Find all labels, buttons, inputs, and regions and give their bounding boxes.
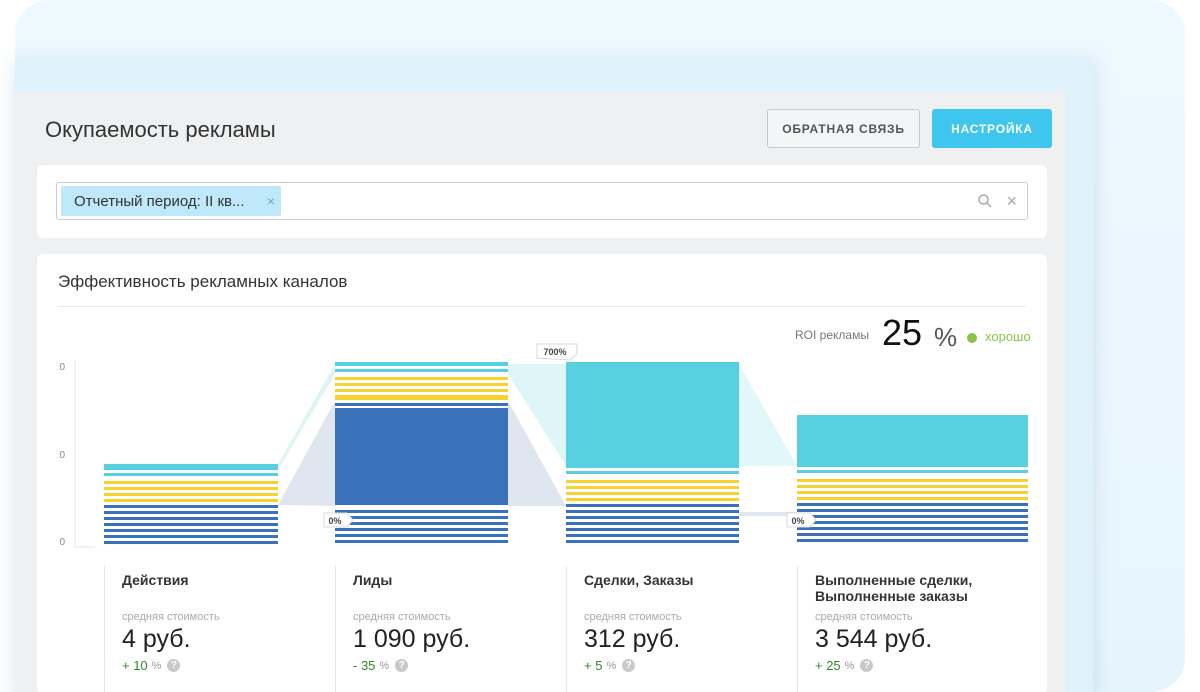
delta-unit: % bbox=[151, 659, 162, 672]
filter-panel: Отчетный период: II кв... × × bbox=[37, 165, 1047, 238]
metric-actions: Действия средняя стоимость 4 руб. + 10 %… bbox=[104, 566, 319, 692]
metric-subtitle: средняя стоимость bbox=[815, 611, 913, 623]
connector bbox=[508, 364, 566, 466]
chip-remove-icon[interactable]: × bbox=[266, 193, 275, 209]
roi-status-dot bbox=[967, 333, 977, 343]
app-window: Окупаемость рекламы ОБРАТНАЯ СВЯЗЬ НАСТР… bbox=[15, 92, 1065, 692]
bar-actions bbox=[104, 464, 278, 544]
connector bbox=[739, 512, 797, 516]
delta-value: + 10 bbox=[122, 658, 148, 673]
conversion-tag: 0% bbox=[323, 512, 354, 528]
metric-delta: + 5 % ? bbox=[584, 658, 781, 673]
bar-deals bbox=[566, 362, 739, 543]
delta-value: + 25 bbox=[815, 658, 841, 673]
delta-value: + 5 bbox=[584, 658, 603, 673]
help-icon[interactable]: ? bbox=[395, 659, 409, 672]
roi-unit: % bbox=[934, 322, 958, 352]
period-filter-chip-label: Отчетный период: II кв... bbox=[74, 192, 245, 210]
conversion-label: 700% bbox=[543, 347, 566, 357]
metric-subtitle: средняя стоимость bbox=[584, 611, 682, 623]
metric-value: 1 090 руб. bbox=[353, 625, 471, 653]
chart-title: Эффективность рекламных каналов bbox=[58, 272, 348, 291]
delta-unit: % bbox=[606, 659, 617, 672]
metric-name: Сделки, Заказы bbox=[584, 572, 694, 588]
metric-delta: + 25 % ? bbox=[815, 658, 1012, 673]
divider bbox=[58, 306, 1026, 307]
metric-delta: + 10 % ? bbox=[122, 658, 319, 673]
roi-value: 25 bbox=[882, 312, 923, 353]
channel-efficiency-panel: Эффективность рекламных каналов ROI рекл… bbox=[37, 254, 1047, 692]
metric-delta: - 35 % ? bbox=[353, 658, 550, 673]
help-icon[interactable]: ? bbox=[167, 659, 181, 672]
connector bbox=[508, 401, 566, 506]
connector bbox=[278, 364, 335, 470]
delta-unit: % bbox=[844, 659, 855, 672]
metric-value: 3 544 руб. bbox=[815, 625, 933, 653]
help-icon[interactable]: ? bbox=[622, 659, 636, 672]
y-tick-label: 0 bbox=[59, 537, 65, 548]
delta-unit: % bbox=[379, 659, 390, 672]
delta-value: - 35 bbox=[353, 658, 376, 673]
feedback-button[interactable]: ОБРАТНАЯ СВЯЗЬ bbox=[767, 109, 920, 148]
period-filter-chip[interactable]: Отчетный период: II кв... × bbox=[61, 186, 281, 216]
page-title: Окупаемость рекламы bbox=[45, 117, 276, 142]
metric-name: Выполненные сделки, Выполненные заказы bbox=[815, 572, 973, 604]
connector bbox=[739, 364, 797, 466]
conversion-tag: 0% bbox=[786, 512, 817, 528]
filter-input[interactable]: Отчетный период: II кв... × × bbox=[56, 182, 1028, 220]
roi-status: хорошо bbox=[985, 329, 1031, 344]
metric-subtitle: средняя стоимость bbox=[353, 611, 451, 623]
roi-label: ROI рекламы bbox=[795, 328, 869, 342]
metric-completed-deals: Выполненные сделки, Выполненные заказы с… bbox=[797, 566, 1012, 692]
metric-name: Лиды bbox=[353, 572, 393, 588]
metric-value: 4 руб. bbox=[122, 625, 191, 653]
bar-completed-deals bbox=[797, 415, 1028, 542]
metric-name: Действия bbox=[122, 572, 189, 588]
conversion-label: 0% bbox=[791, 516, 804, 526]
funnel-chart: 0 0 0 bbox=[59, 343, 1028, 548]
settings-button[interactable]: НАСТРОЙКА bbox=[932, 109, 1052, 148]
conversion-label: 0% bbox=[328, 516, 341, 526]
bar-leads bbox=[335, 362, 508, 543]
metric-subtitle: средняя стоимость bbox=[122, 611, 220, 623]
search-icon[interactable] bbox=[977, 193, 993, 209]
help-icon[interactable]: ? bbox=[860, 659, 874, 672]
y-tick-label: 0 bbox=[59, 362, 65, 373]
conversion-tag: 700% bbox=[536, 343, 578, 361]
metric-leads: Лиды средняя стоимость 1 090 руб. - 35 %… bbox=[335, 566, 550, 692]
connector bbox=[278, 401, 335, 506]
metric-value: 312 руб. bbox=[584, 625, 681, 653]
y-tick-label: 0 bbox=[59, 450, 65, 461]
metric-deals: Сделки, Заказы средняя стоимость 312 руб… bbox=[566, 566, 781, 692]
clear-icon[interactable]: × bbox=[1006, 191, 1017, 211]
